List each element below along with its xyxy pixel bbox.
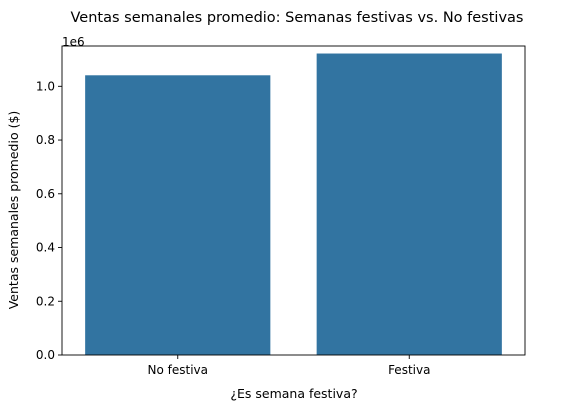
x-tick-label-1: Festiva <box>388 363 430 377</box>
axes-frame <box>61 45 526 356</box>
y-tick-label-3: 0.6 <box>36 187 55 201</box>
chart-title: Ventas semanales promedio: Semanas festi… <box>71 10 524 26</box>
y-axis-label: Ventas semanales promedio ($) <box>6 111 21 310</box>
plot-area: 0.0 0.2 0.4 0.6 0.8 1.0 No festiva Festiva <box>36 45 526 377</box>
x-tick-label-0: No festiva <box>148 363 209 377</box>
y-axis-offset-label: 1e6 <box>62 35 85 49</box>
bar-1 <box>316 53 502 356</box>
y-tick-label-5: 1.0 <box>36 79 55 93</box>
y-tick-label-4: 0.8 <box>36 133 55 147</box>
y-tick-label-0: 0.0 <box>36 348 55 362</box>
x-axis-label: ¿Es semana festiva? <box>230 386 357 401</box>
y-tick-label-1: 0.2 <box>36 294 55 308</box>
bar-0 <box>85 75 271 355</box>
y-tick-label-2: 0.4 <box>36 241 55 255</box>
